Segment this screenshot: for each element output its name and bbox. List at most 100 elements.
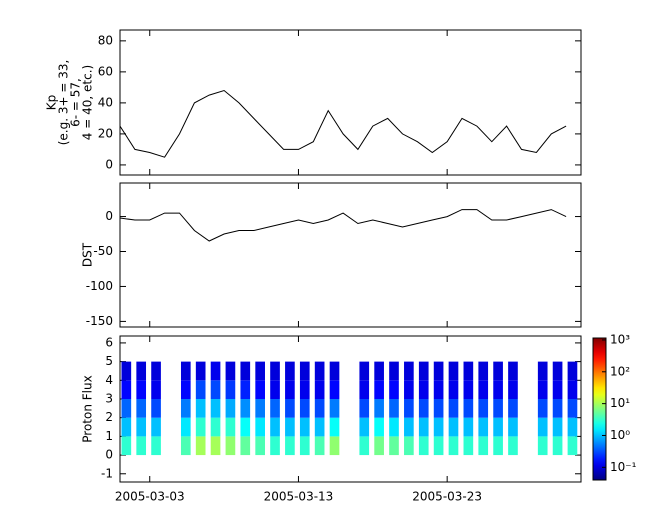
flux-cell — [136, 361, 147, 381]
flux-cell — [567, 436, 578, 456]
flux-cell — [121, 417, 132, 437]
flux-cell — [374, 380, 384, 399]
flux-cell — [389, 361, 399, 381]
y-tick-label: 0 — [105, 209, 113, 223]
flux-cell — [478, 398, 489, 418]
flux-cell — [180, 361, 191, 381]
flux-cell — [418, 417, 429, 437]
y-tick-label: 0 — [105, 448, 113, 462]
flux-cell — [433, 436, 444, 456]
flux-cell — [314, 380, 325, 399]
flux-cell — [463, 398, 474, 418]
y-axis-label: 6- = 57, — [69, 78, 83, 127]
flux-cell — [210, 380, 221, 399]
flux-cell — [493, 380, 503, 399]
flux-cell — [418, 398, 429, 418]
y-tick-label: -150 — [86, 314, 113, 328]
flux-cell — [478, 436, 489, 456]
colorbar-tick-label: 10⁰ — [610, 428, 630, 442]
flux-cell — [389, 417, 399, 437]
flux-cell — [493, 436, 503, 456]
colorbar-tick-label: 10⁻¹ — [610, 460, 637, 474]
flux-cell — [537, 417, 548, 437]
flux-cell — [448, 436, 459, 456]
flux-cell — [537, 380, 548, 399]
flux-cell — [136, 436, 147, 456]
flux-cell — [418, 361, 429, 381]
flux-cell — [359, 361, 370, 381]
flux-cell — [374, 436, 384, 456]
flux-cell — [225, 380, 236, 399]
y-tick-label: 60 — [98, 64, 113, 78]
flux-cell — [552, 361, 563, 381]
y-tick-label: 20 — [98, 126, 113, 140]
flux-cell — [463, 361, 474, 381]
flux-cell — [270, 417, 280, 437]
flux-cell — [285, 417, 295, 437]
flux-cell — [136, 380, 147, 399]
flux-cell — [255, 417, 265, 437]
flux-cell — [121, 436, 132, 456]
flux-cell — [151, 361, 161, 381]
colorbar-tick-label: 10³ — [610, 332, 630, 346]
flux-cell — [151, 417, 161, 437]
flux-cell — [448, 417, 459, 437]
flux-cell — [567, 417, 578, 437]
flux-cell — [359, 380, 370, 399]
y-tick-label: 80 — [98, 33, 113, 47]
flux-cell — [121, 380, 132, 399]
flux-cell — [121, 361, 132, 381]
flux-cell — [180, 436, 191, 456]
y-tick-label: -1 — [101, 466, 113, 480]
flux-cell — [493, 398, 503, 418]
flux-cell — [285, 398, 295, 418]
flux-cell — [299, 398, 310, 418]
y-tick-label: 6 — [105, 335, 113, 349]
flux-cell — [552, 380, 563, 399]
y-axis-label: DST — [81, 242, 95, 267]
x-tick-label: 2005-03-13 — [264, 490, 334, 504]
flux-cell — [493, 417, 503, 437]
plot-frame — [119, 182, 582, 328]
flux-cell — [180, 380, 191, 399]
flux-cell — [537, 361, 548, 381]
flux-cell — [314, 361, 325, 381]
flux-cell — [121, 398, 132, 418]
flux-cell — [240, 361, 251, 381]
flux-cell — [136, 417, 147, 437]
flux-cell — [136, 398, 147, 418]
y-axis-label: Kp — [45, 95, 59, 111]
flux-cell — [404, 436, 414, 456]
flux-cell — [210, 417, 221, 437]
y-tick-label: 3 — [105, 391, 113, 405]
colorbar — [592, 337, 607, 481]
flux-cell — [404, 398, 414, 418]
flux-cell — [389, 380, 399, 399]
flux-cell — [463, 380, 474, 399]
flux-cell — [537, 436, 548, 456]
flux-cell — [463, 417, 474, 437]
flux-cell — [552, 398, 563, 418]
y-tick-label: 40 — [98, 95, 113, 109]
flux-cell — [195, 398, 206, 418]
flux-cell — [433, 380, 444, 399]
flux-cell — [225, 436, 236, 456]
flux-cell — [493, 361, 503, 381]
plot-frame — [119, 29, 582, 176]
flux-cell — [240, 398, 251, 418]
flux-cell — [329, 361, 340, 381]
flux-cell — [552, 417, 563, 437]
flux-cell — [210, 398, 221, 418]
flux-cell — [270, 398, 280, 418]
flux-cell — [285, 361, 295, 381]
flux-cell — [374, 398, 384, 418]
flux-cell — [508, 436, 518, 456]
flux-cell — [225, 398, 236, 418]
flux-cell — [567, 361, 578, 381]
flux-cell — [478, 361, 489, 381]
flux-cell — [299, 380, 310, 399]
flux-cell — [299, 417, 310, 437]
flux-cell — [195, 436, 206, 456]
flux-cell — [270, 380, 280, 399]
flux-cell — [255, 398, 265, 418]
